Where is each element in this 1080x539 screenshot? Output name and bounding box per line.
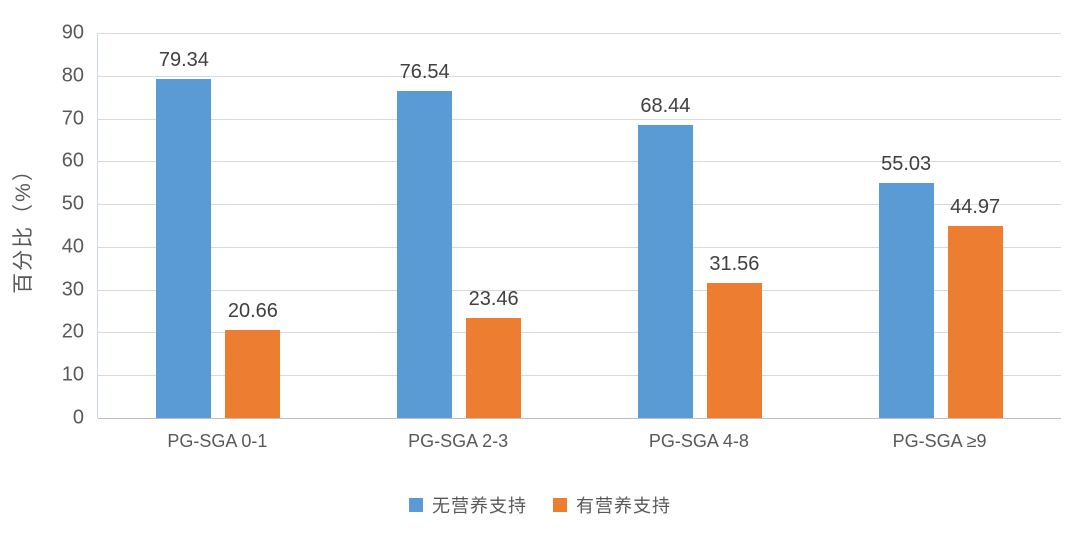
y-tick-label: 80	[61, 64, 84, 87]
bar-with-label: 23.46	[466, 33, 522, 418]
gridline	[98, 289, 1061, 291]
bar-with-label: 44.97	[947, 33, 1003, 418]
y-tick-label: 60	[61, 149, 84, 172]
bar-with-label: 31.56	[706, 33, 762, 418]
bar-value-label: 79.34	[158, 48, 209, 71]
y-tick-label: 30	[61, 278, 84, 301]
bar-series-1	[397, 90, 453, 418]
bar-group: 68.44 31.56	[580, 33, 821, 418]
x-tick-label: PG-SGA 2-3	[408, 431, 509, 451]
gridlines	[98, 33, 1061, 419]
gridline	[98, 161, 1061, 163]
bar-groups: 79.34 20.66 76.54 23.46 68.44 31.56 55.03 44.97	[98, 33, 1061, 418]
bar-with-label: 55.03	[878, 33, 934, 418]
bar-with-label: 68.44	[637, 33, 693, 418]
x-axis-labels: PG-SGA 0-1 PG-SGA 2-3 PG-SGA 4-8 PG-SGA ≥9	[97, 431, 1060, 452]
gridline	[98, 33, 1061, 34]
bar-series-2	[706, 283, 762, 418]
legend-label: 无营养支持	[432, 496, 527, 516]
gridline	[98, 75, 1061, 77]
y-tick-label: 20	[61, 320, 84, 343]
bar-series-1	[878, 182, 934, 418]
bar-series-2	[225, 329, 281, 418]
bar-with-label: 76.54	[397, 33, 453, 418]
legend-label: 有营养支持	[576, 496, 671, 516]
bar-value-label: 20.66	[227, 299, 278, 322]
bar-group: 55.03 44.97	[820, 33, 1061, 418]
gridline	[98, 375, 1061, 377]
bar-series-1	[156, 78, 212, 418]
bar-value-label: 76.54	[399, 60, 450, 83]
y-tick-label: 90	[61, 21, 84, 44]
y-tick-label: 10	[61, 363, 84, 386]
gridline	[98, 204, 1061, 206]
x-tick-label: PG-SGA ≥9	[892, 431, 987, 451]
bar-series-2	[466, 317, 522, 418]
bar-value-label: 68.44	[640, 95, 691, 118]
legend: 无营养支持 有营养支持	[0, 492, 1080, 518]
y-tick-label: 50	[61, 192, 84, 215]
y-axis-ticks: 0 10 20 30 40 50 60 70 80 90	[0, 22, 84, 429]
gridline	[98, 118, 1061, 120]
bar-value-label: 44.97	[950, 195, 1001, 218]
gridline	[98, 332, 1061, 334]
plot-area: 79.34 20.66 76.54 23.46 68.44 31.56 55.03 44.97	[97, 33, 1061, 419]
bar-value-label: 23.46	[468, 287, 519, 310]
bar-group: 76.54 23.46	[339, 33, 580, 418]
gridline	[98, 418, 1061, 419]
y-tick-label: 40	[61, 235, 84, 258]
bar-value-label: 55.03	[881, 152, 932, 175]
bar-series-2	[947, 225, 1003, 418]
legend-swatch-icon	[553, 498, 567, 512]
y-tick-label: 70	[61, 107, 84, 130]
bar-value-label: 31.56	[709, 253, 760, 275]
x-tick-label: PG-SGA 4-8	[648, 431, 749, 451]
x-tick-label: PG-SGA 0-1	[167, 431, 268, 451]
y-tick-label: 0	[72, 406, 84, 429]
bar-with-label: 20.66	[225, 33, 281, 418]
gridline	[98, 246, 1061, 248]
bar-series-1	[637, 125, 693, 418]
legend-swatch-icon	[409, 498, 423, 512]
bar-with-label: 79.34	[156, 33, 212, 418]
bar-group: 79.34 20.66	[98, 33, 339, 418]
legend-item: 无营养支持	[409, 492, 527, 518]
legend-item: 有营养支持	[553, 492, 671, 518]
